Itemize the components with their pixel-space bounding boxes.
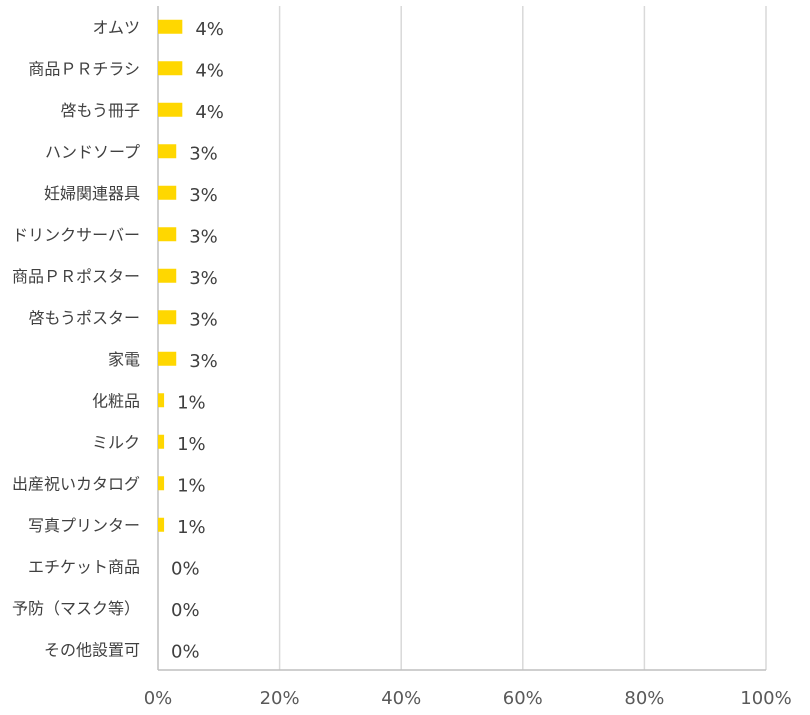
- x-tick-label: 20%: [260, 688, 300, 709]
- data-label: 3%: [189, 143, 218, 164]
- data-label: 1%: [177, 475, 206, 496]
- data-label: 0%: [171, 641, 200, 662]
- bar: [158, 227, 177, 242]
- data-label: 3%: [189, 268, 218, 289]
- category-label: 妊婦関連器具: [44, 184, 140, 203]
- category-labels: オムツ商品ＰＲチラシ啓もう冊子ハンドソープ妊婦関連器具ドリンクサーバー商品ＰＲポ…: [12, 18, 140, 660]
- bar: [158, 102, 183, 117]
- axis-lines: [157, 6, 766, 671]
- category-label: 家電: [108, 350, 140, 369]
- bar: [158, 476, 165, 491]
- bar: [158, 517, 165, 532]
- category-label: オムツ: [92, 18, 140, 37]
- x-tick-labels: 0% 20% 40% 60% 80% 100%: [144, 688, 792, 709]
- category-label: 啓もう冊子: [60, 101, 140, 120]
- data-label: 0%: [171, 558, 200, 579]
- category-label: 写真プリンター: [28, 516, 140, 535]
- category-label: ハンドソープ: [45, 142, 140, 161]
- category-label: エチケット商品: [28, 557, 140, 576]
- category-label: 化粧品: [92, 391, 140, 410]
- x-tick-label: 80%: [624, 688, 664, 709]
- x-tick-label: 40%: [381, 688, 421, 709]
- x-tick-label: 60%: [503, 688, 543, 709]
- x-tick-label: 0%: [144, 688, 173, 709]
- category-label: その他設置可: [44, 640, 140, 659]
- category-label: 出産祝いカタログ: [12, 474, 140, 493]
- bar: [158, 185, 177, 200]
- category-label: 啓もうポスター: [28, 308, 140, 327]
- x-tick-label: 100%: [740, 688, 791, 709]
- category-label: ミルク: [92, 433, 140, 452]
- bar: [158, 393, 165, 408]
- data-label: 4%: [195, 60, 224, 81]
- bar: [158, 310, 177, 325]
- data-labels: 4% 4% 4% 3% 3% 3% 3% 3% 3% 1% 1% 1% 1% 0% 0% 0%: [171, 19, 224, 663]
- data-label: 3%: [189, 351, 218, 372]
- data-label: 4%: [195, 102, 224, 123]
- bar: [158, 61, 183, 76]
- bar: [158, 351, 177, 366]
- data-label: 3%: [189, 309, 218, 330]
- data-label: 1%: [177, 434, 206, 455]
- bar: [158, 19, 183, 34]
- data-label: 3%: [189, 226, 218, 247]
- data-label: 0%: [171, 600, 200, 621]
- data-label: 4%: [195, 19, 224, 40]
- bars: [158, 19, 183, 532]
- data-label: 1%: [177, 517, 206, 538]
- category-label: ドリンクサーバー: [12, 225, 140, 244]
- bar: [158, 144, 177, 159]
- category-label: 商品ＰＲチラシ: [28, 59, 140, 78]
- bar: [158, 268, 177, 283]
- gridlines: [278, 6, 767, 670]
- category-label: 予防（マスク等）: [12, 599, 140, 618]
- category-label: 商品ＰＲポスター: [12, 267, 140, 286]
- data-label: 1%: [177, 392, 206, 413]
- data-label: 3%: [189, 185, 218, 206]
- bar: [158, 434, 165, 449]
